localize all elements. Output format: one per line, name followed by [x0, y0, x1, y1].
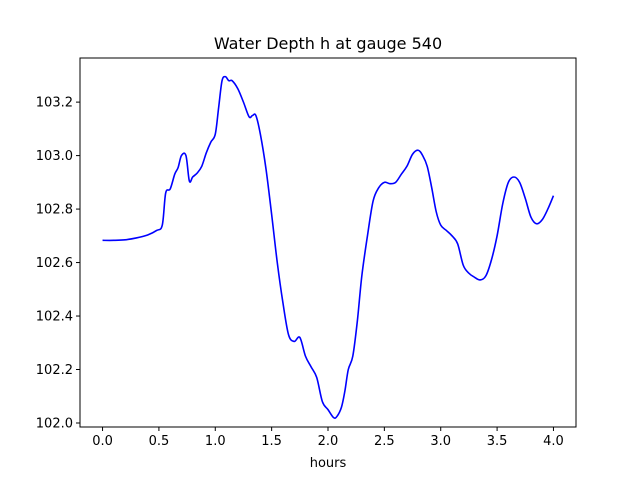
axis-ticks: 0.0 0.5 1.0 1.5 2.0 2.5 3.0 3.5 4.0 102.0 102.2 102… [36, 96, 564, 449]
y-tick-label: 102.4 [36, 310, 73, 325]
y-tick-label: 103.0 [36, 149, 73, 164]
x-axis-label: hours [310, 456, 347, 471]
x-tick-label: 3.5 [487, 434, 508, 449]
x-tick-label: 3.0 [430, 434, 451, 449]
plot-area [102, 75, 555, 419]
x-tick-label: 0.0 [92, 434, 113, 449]
x-tick-label: 4.0 [543, 434, 564, 449]
y-tick-label: 102.0 [36, 416, 73, 431]
y-tick-label: 102.8 [36, 203, 73, 218]
chart-title: Water Depth h at gauge 540 [214, 34, 442, 53]
x-tick-label: 1.5 [261, 434, 282, 449]
series-line-0 [102, 75, 555, 419]
x-tick-label: 2.0 [318, 434, 339, 449]
y-tick-label: 103.2 [36, 96, 73, 111]
axes-frame [79, 57, 577, 428]
y-tick-label: 102.2 [36, 363, 73, 378]
y-tick-label: 102.6 [36, 256, 73, 271]
x-tick-label: 2.5 [374, 434, 395, 449]
x-tick-label: 0.5 [149, 434, 170, 449]
x-tick-label: 1.0 [205, 434, 226, 449]
